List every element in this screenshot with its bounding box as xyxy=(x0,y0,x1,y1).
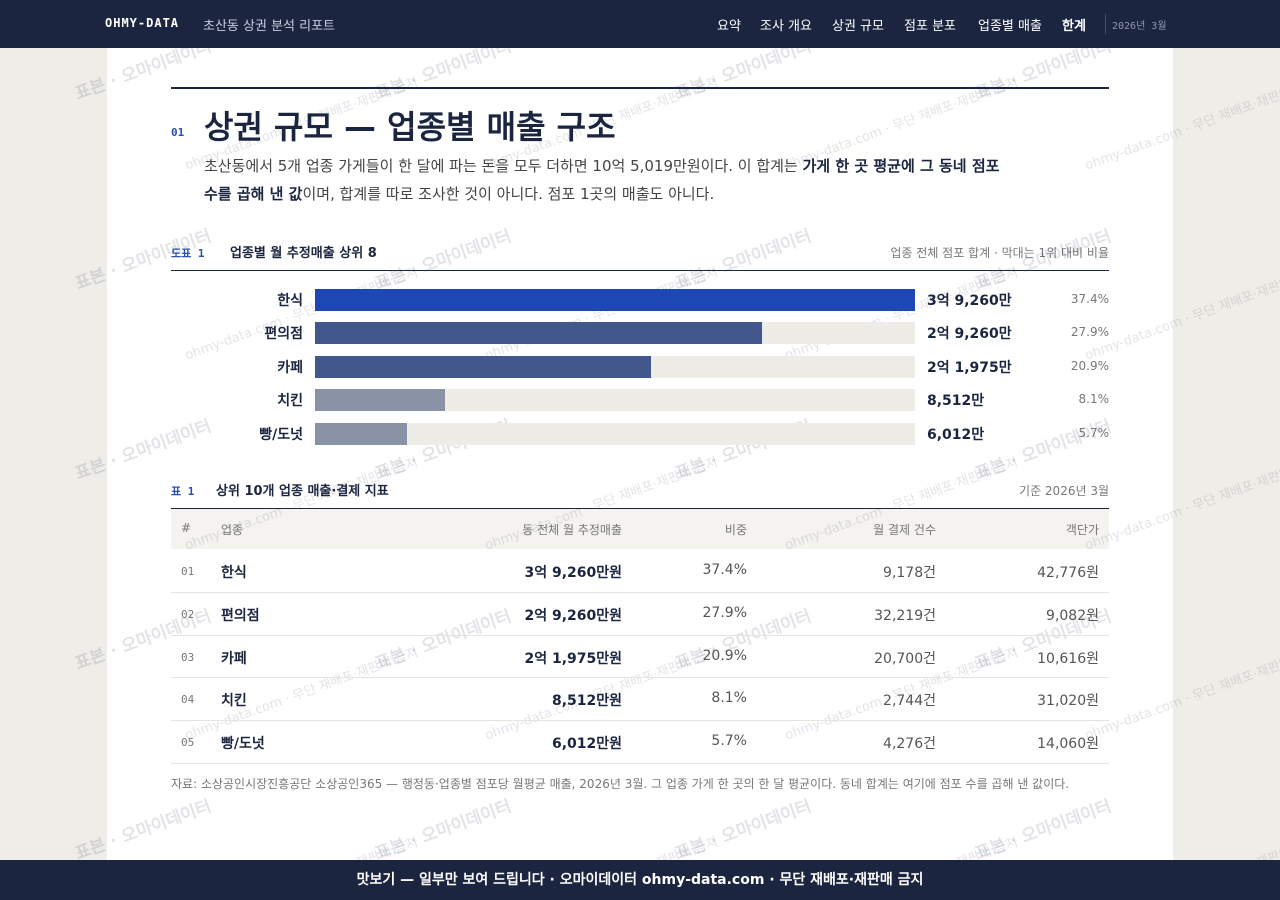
table-cell: 빵/도넛 xyxy=(221,736,265,753)
bar-label: 카페 xyxy=(277,359,303,376)
bar xyxy=(315,322,763,345)
column-header: 월 결제 건수 xyxy=(873,523,936,537)
bar-label: 빵/도넛 xyxy=(259,426,303,443)
nav-link[interactable]: 요약 xyxy=(717,19,741,34)
table-cell: 2억 1,975만원 xyxy=(524,650,622,667)
table-title: 상위 10개 업종 매출·결제 지표 xyxy=(216,484,389,499)
table-cell: 20.9% xyxy=(702,647,747,664)
table-cell: 42,776원 xyxy=(1037,565,1099,581)
share-label: 37.4% xyxy=(1070,292,1109,306)
chart-note: 업종 전체 점포 합계 · 막대는 1위 대비 비율 xyxy=(890,246,1109,260)
share-label: 20.9% xyxy=(1070,358,1109,373)
lead-emphasis: 가게 한 곳 평균에 그 동네 점포 수를 곱해 낸 값 xyxy=(204,157,1000,203)
table-cell: 4,276건 xyxy=(883,736,936,753)
nav-link[interactable]: 점포 분포 xyxy=(904,19,956,34)
value-label: 6,012만 xyxy=(927,426,985,443)
table-cell: 카페 xyxy=(221,650,247,667)
bar-track xyxy=(315,389,915,412)
column-header: # xyxy=(181,521,192,535)
table-cell: 31,020원 xyxy=(1037,693,1099,710)
row-rule xyxy=(171,591,1109,593)
column-header: 객단가 xyxy=(1065,523,1099,537)
bar xyxy=(315,422,407,445)
table-cell: 05 xyxy=(181,736,195,750)
column-header: 비중 xyxy=(724,523,747,537)
lead-text: 이며, 합계를 따로 조사한 것이 아니다. 점포 1곳의 매출도 아니다. xyxy=(302,185,715,203)
value-label: 2억 9,260만 xyxy=(927,326,1012,343)
table-cell: 10,616원 xyxy=(1037,650,1099,667)
nav-subtitle: 초산동 상권 분석 리포트 xyxy=(203,19,335,34)
nav-date: 2026년 3월 xyxy=(1112,21,1167,32)
table-cell: 8,512만원 xyxy=(551,693,622,710)
table-cell: 32,219건 xyxy=(874,607,936,624)
table-cell: 9,082원 xyxy=(1046,607,1099,624)
nav-link[interactable]: 업종별 매출 xyxy=(978,19,1042,34)
table-cell: 편의점 xyxy=(221,607,260,624)
chart-tag: 도표 1 xyxy=(171,247,205,260)
bar xyxy=(315,355,651,378)
lead: 초산동에서 5개 업종 가게들이 한 달에 파는 돈을 모두 더하면 10억 5… xyxy=(204,152,1004,208)
table-cell: 14,060원 xyxy=(1037,736,1099,753)
table-header xyxy=(171,509,1109,549)
bar-track xyxy=(315,422,915,445)
share-label: 5.7% xyxy=(1078,425,1110,440)
rule xyxy=(171,270,1109,271)
table-cell: 치킨 xyxy=(221,693,247,710)
table-cell: 5.7% xyxy=(711,733,747,750)
section-number: 01 xyxy=(171,126,185,139)
rule xyxy=(171,508,1109,509)
table-tag: 표 1 xyxy=(171,485,195,498)
chart-title: 업종별 월 추정매출 상위 8 xyxy=(230,246,377,261)
column-header: 동 전체 월 추정매출 xyxy=(522,523,622,537)
nav-link[interactable]: 조사 개요 xyxy=(760,19,812,34)
table-cell: 37.4% xyxy=(702,562,747,578)
share-label: 8.1% xyxy=(1078,392,1110,407)
table-cell: 04 xyxy=(181,693,195,707)
table-cell: 9,178건 xyxy=(883,565,936,581)
top-nav: OHMY-DATA 초산동 상권 분석 리포트 2026년 3월 요약 조사 개요… xyxy=(0,0,1280,48)
row-rule xyxy=(171,720,1109,722)
source-note: 자료: 소상공인시장진흥공단 소상공인365 — 행정동·업종별 점포당 월평균… xyxy=(171,777,1070,791)
divider xyxy=(1105,14,1106,34)
lead-text: 초산동에서 5개 업종 가게들이 한 달에 파는 돈을 모두 더하면 10억 5… xyxy=(204,157,803,175)
table-cell: 2억 9,260만원 xyxy=(524,607,622,624)
rule xyxy=(171,87,1109,89)
table-note: 기준 2026년 3월 xyxy=(1019,484,1109,498)
nav-link[interactable]: 상권 규모 xyxy=(832,19,884,34)
row-rule xyxy=(171,677,1109,679)
bar-label: 한식 xyxy=(277,293,303,309)
row-rule xyxy=(171,634,1109,636)
column-header: 업종 xyxy=(221,523,244,537)
table-cell: 6,012만원 xyxy=(551,736,622,753)
table-cell: 01 xyxy=(181,565,195,578)
bar-label: 치킨 xyxy=(277,393,303,410)
footer-banner: 맛보기 — 일부만 보여 드립니다 · 오마이데이터 ohmy-data.com… xyxy=(0,860,1280,900)
table-cell: 03 xyxy=(181,650,195,664)
bar xyxy=(315,389,446,412)
table-cell: 02 xyxy=(181,607,195,621)
section-title: 상권 규모 — 업종별 매출 구조 xyxy=(204,108,616,146)
value-label: 8,512만 xyxy=(927,393,985,410)
table-cell: 2,744건 xyxy=(883,693,936,710)
table-cell: 20,700건 xyxy=(874,650,936,667)
table-cell: 27.9% xyxy=(702,604,747,621)
table-cell: 한식 xyxy=(221,565,247,581)
share-label: 27.9% xyxy=(1070,325,1109,340)
bar-label: 편의점 xyxy=(264,326,303,343)
paper xyxy=(107,48,1173,900)
bar xyxy=(315,289,915,311)
table-cell: 8.1% xyxy=(711,690,747,707)
value-label: 2억 1,975만 xyxy=(927,359,1012,376)
value-label: 3억 9,260만 xyxy=(927,293,1012,309)
nav-link[interactable]: 한계 xyxy=(1062,19,1086,34)
table-cell: 3억 9,260만원 xyxy=(524,565,622,581)
row-rule xyxy=(171,763,1109,764)
brand[interactable]: OHMY-DATA xyxy=(105,16,180,30)
